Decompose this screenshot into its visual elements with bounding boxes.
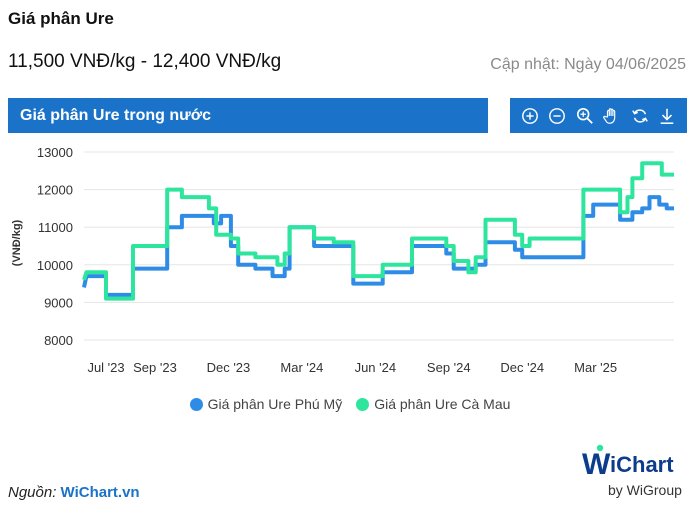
chart-header: Giá phân Ure trong nước (8, 98, 488, 133)
zoom-in-icon[interactable] (520, 106, 540, 126)
download-icon[interactable] (657, 106, 677, 126)
y-tick-label: 11000 (38, 220, 73, 235)
y-tick-label: 9000 (44, 295, 73, 310)
x-axis-ticks: Jul '23 Sep '23 Dec '23 Mar '24 Jun '24 Sep '… (87, 360, 617, 375)
source-link[interactable]: WiChart.vn (60, 484, 140, 501)
page-title: Giá phân Ure (8, 9, 114, 28)
x-tick-label: Dec '24 (500, 360, 544, 375)
x-tick-label: Dec '23 (207, 360, 251, 375)
logo-subtitle: by WiGroup (608, 482, 682, 498)
magnify-icon[interactable] (575, 106, 595, 126)
x-tick-label: Mar '24 (280, 360, 323, 375)
series-line-ca-mau[interactable] (82, 161, 674, 301)
legend-marker-phu-my (189, 397, 203, 411)
y-tick-label: 10000 (37, 258, 73, 273)
x-tick-label: Jun '24 (355, 360, 397, 375)
grid-lines (84, 151, 674, 341)
legend-marker-ca-mau (356, 397, 370, 411)
svg-text:W: W (582, 448, 611, 481)
legend-label-phu-my: Giá phân Ure Phú Mỹ (207, 396, 343, 412)
x-tick-label: Sep '23 (133, 360, 177, 375)
chart-legend: Giá phân Ure Phú Mỹ Giá phân Ure Cà Mau (0, 396, 700, 412)
y-tick-label: 13000 (37, 145, 73, 160)
legend-label-ca-mau: Giá phân Ure Cà Mau (374, 396, 511, 412)
reset-icon[interactable] (630, 106, 650, 126)
y-axis-ticks: 8000 9000 10000 11000 12000 13000 (37, 145, 73, 348)
x-tick-label: Mar '25 (574, 360, 617, 375)
chart-toolbar (510, 98, 687, 133)
zoom-out-icon[interactable] (547, 106, 567, 126)
price-chart: 8000 9000 10000 11000 12000 13000 Jul '23 Sep … (11, 145, 674, 375)
source-line: Nguồn: WiChart.vn (8, 484, 140, 501)
x-tick-label: Sep '24 (427, 360, 471, 375)
y-axis-label: (VNĐ/kg) (11, 219, 23, 266)
source-label: Nguồn: (8, 484, 57, 501)
y-tick-label: 8000 (44, 333, 73, 348)
series-line-phu-my[interactable] (82, 195, 674, 297)
updated-date: Cập nhật: Ngày 04/06/2025 (490, 56, 686, 73)
svg-text:iChart: iChart (610, 452, 674, 477)
series-lines (82, 161, 674, 301)
x-tick-label: Jul '23 (87, 360, 124, 375)
wichart-logo: W iChart (582, 444, 674, 481)
legend-item-ca-mau[interactable]: Giá phân Ure Cà Mau (356, 396, 510, 412)
pan-hand-icon[interactable] (602, 106, 622, 126)
price-range: 11,500 VNĐ/kg - 12,400 VNĐ/kg (8, 51, 282, 72)
legend-item-phu-my[interactable]: Giá phân Ure Phú Mỹ (189, 396, 343, 412)
y-tick-label: 12000 (37, 183, 73, 198)
